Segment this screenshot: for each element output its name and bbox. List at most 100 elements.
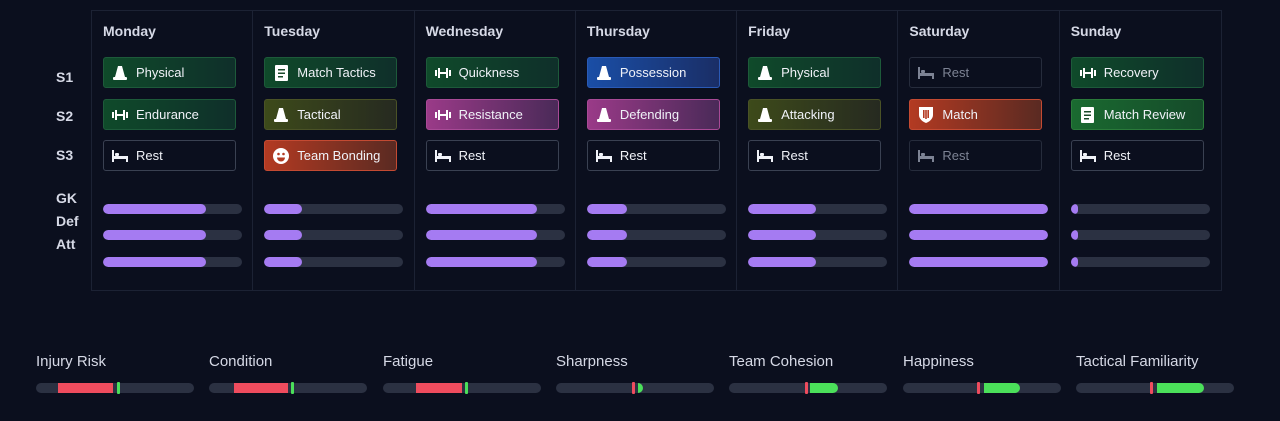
load-bar-att [1070, 257, 1210, 267]
stat-label: Tactical Familiarity [1076, 353, 1199, 370]
load-bar-att [425, 257, 565, 267]
session-possession[interactable]: Possession [586, 57, 720, 88]
stat-fatigue: Fatigue [383, 353, 543, 394]
stat-bar-marker [631, 382, 635, 394]
bed-icon [595, 148, 612, 164]
session-rest[interactable]: Rest [103, 140, 236, 171]
stat-bar [729, 382, 887, 394]
load-bar-fill [425, 230, 537, 240]
load-bar-gk [909, 204, 1049, 214]
stat-sharpness: Sharpness [556, 353, 716, 394]
load-bar-gk [1070, 204, 1210, 214]
load-bar-def [264, 230, 404, 240]
load-bar-gk [586, 204, 726, 214]
training-schedule-grid: Monday Physical Endurance Rest Tuesday Match … [91, 10, 1222, 291]
session-quickness[interactable]: Quickness [425, 57, 559, 88]
session-physical[interactable]: Physical [748, 57, 882, 88]
bed-icon [1079, 148, 1096, 164]
session-rest[interactable]: Rest [909, 57, 1043, 88]
stat-condition: Condition [209, 353, 369, 394]
session-label: Rest [942, 65, 970, 80]
dumbbell-icon [1079, 65, 1096, 81]
load-bar-fill [586, 230, 628, 240]
session-rest[interactable]: Rest [748, 140, 882, 171]
session-tactical[interactable]: Tactical [264, 99, 398, 130]
load-bar-fill [1070, 257, 1078, 267]
session-resistance[interactable]: Resistance [425, 99, 559, 130]
load-bar-def [425, 230, 565, 240]
session-rest[interactable]: Rest [425, 140, 559, 171]
load-bar-gk [264, 204, 404, 214]
load-bar-fill [586, 204, 628, 214]
day-name: Friday [748, 23, 791, 39]
session-label: Possession [619, 65, 687, 80]
session-rest[interactable]: Rest [1070, 140, 1204, 171]
session-label: Attacking [781, 107, 835, 122]
stat-bar [36, 382, 194, 394]
stat-bar-change [809, 383, 839, 393]
cone-icon [757, 107, 773, 123]
row-label-def: Def [56, 213, 79, 229]
load-bar-fill [264, 204, 302, 214]
bed-icon [918, 65, 935, 81]
load-bar-fill [586, 257, 628, 267]
stat-bar [1076, 382, 1234, 394]
session-attacking[interactable]: Attacking [748, 99, 882, 130]
cone-icon [273, 107, 289, 123]
session-match-tactics[interactable]: Match Tactics [264, 57, 398, 88]
shield-icon [918, 106, 934, 123]
stat-bar-marker [804, 382, 808, 394]
dumbbell-icon [434, 107, 451, 123]
row-label-s1: S1 [56, 69, 74, 85]
clipboard-icon [1080, 106, 1096, 123]
session-endurance[interactable]: Endurance [103, 99, 236, 130]
load-bar-fill [748, 257, 817, 267]
stat-happiness: Happiness [903, 353, 1063, 394]
load-bar-gk [425, 204, 565, 214]
session-label: Tactical [297, 107, 341, 122]
stat-label: Condition [209, 353, 273, 370]
row-label-s3: S3 [56, 147, 74, 163]
bed-icon [757, 148, 774, 164]
stat-bar-marker [291, 382, 295, 394]
session-match-review[interactable]: Match Review [1070, 99, 1204, 130]
session-label: Match Tactics [297, 65, 376, 80]
load-bar-fill [909, 204, 1049, 214]
load-bar-gk [748, 204, 888, 214]
load-bar-fill [748, 204, 817, 214]
load-bar-def [909, 230, 1049, 240]
session-rest[interactable]: Rest [586, 140, 720, 171]
load-bar-fill [425, 204, 537, 214]
load-bar-fill [748, 230, 817, 240]
session-label: Rest [458, 148, 486, 163]
day-column-wednesday: Wednesday Quickness Resistance Rest [415, 11, 576, 290]
load-bar-fill [1070, 230, 1078, 240]
load-bar-fill [1070, 204, 1078, 214]
row-label-gk: GK [56, 190, 77, 206]
load-bar-fill [264, 257, 302, 267]
stat-bar-marker [1150, 382, 1154, 394]
session-rest[interactable]: Rest [909, 140, 1043, 171]
session-defending[interactable]: Defending [586, 99, 720, 130]
stat-injury-risk: Injury Risk [36, 353, 196, 394]
stat-bar-marker [116, 382, 120, 394]
session-label: Rest [942, 148, 970, 163]
load-bar-att [264, 257, 404, 267]
session-label: Resistance [458, 107, 523, 122]
stat-team-cohesion: Team Cohesion [729, 353, 889, 394]
day-column-tuesday: Tuesday Match Tactics Tactical Team Bonding [253, 11, 415, 290]
load-bar-fill [909, 230, 1049, 240]
stat-bar [383, 382, 541, 394]
load-bar-fill [909, 257, 1049, 267]
bed-icon [112, 148, 128, 164]
session-label: Match [942, 107, 978, 122]
bed-icon [918, 148, 935, 164]
session-recovery[interactable]: Recovery [1070, 57, 1204, 88]
load-bar-def [1070, 230, 1210, 240]
session-team-bonding[interactable]: Team Bonding [264, 140, 398, 171]
session-match[interactable]: Match [909, 99, 1043, 130]
session-label: Physical [781, 65, 830, 80]
load-bar-def [103, 230, 242, 240]
day-name: Saturday [909, 23, 970, 39]
session-physical[interactable]: Physical [103, 57, 236, 88]
